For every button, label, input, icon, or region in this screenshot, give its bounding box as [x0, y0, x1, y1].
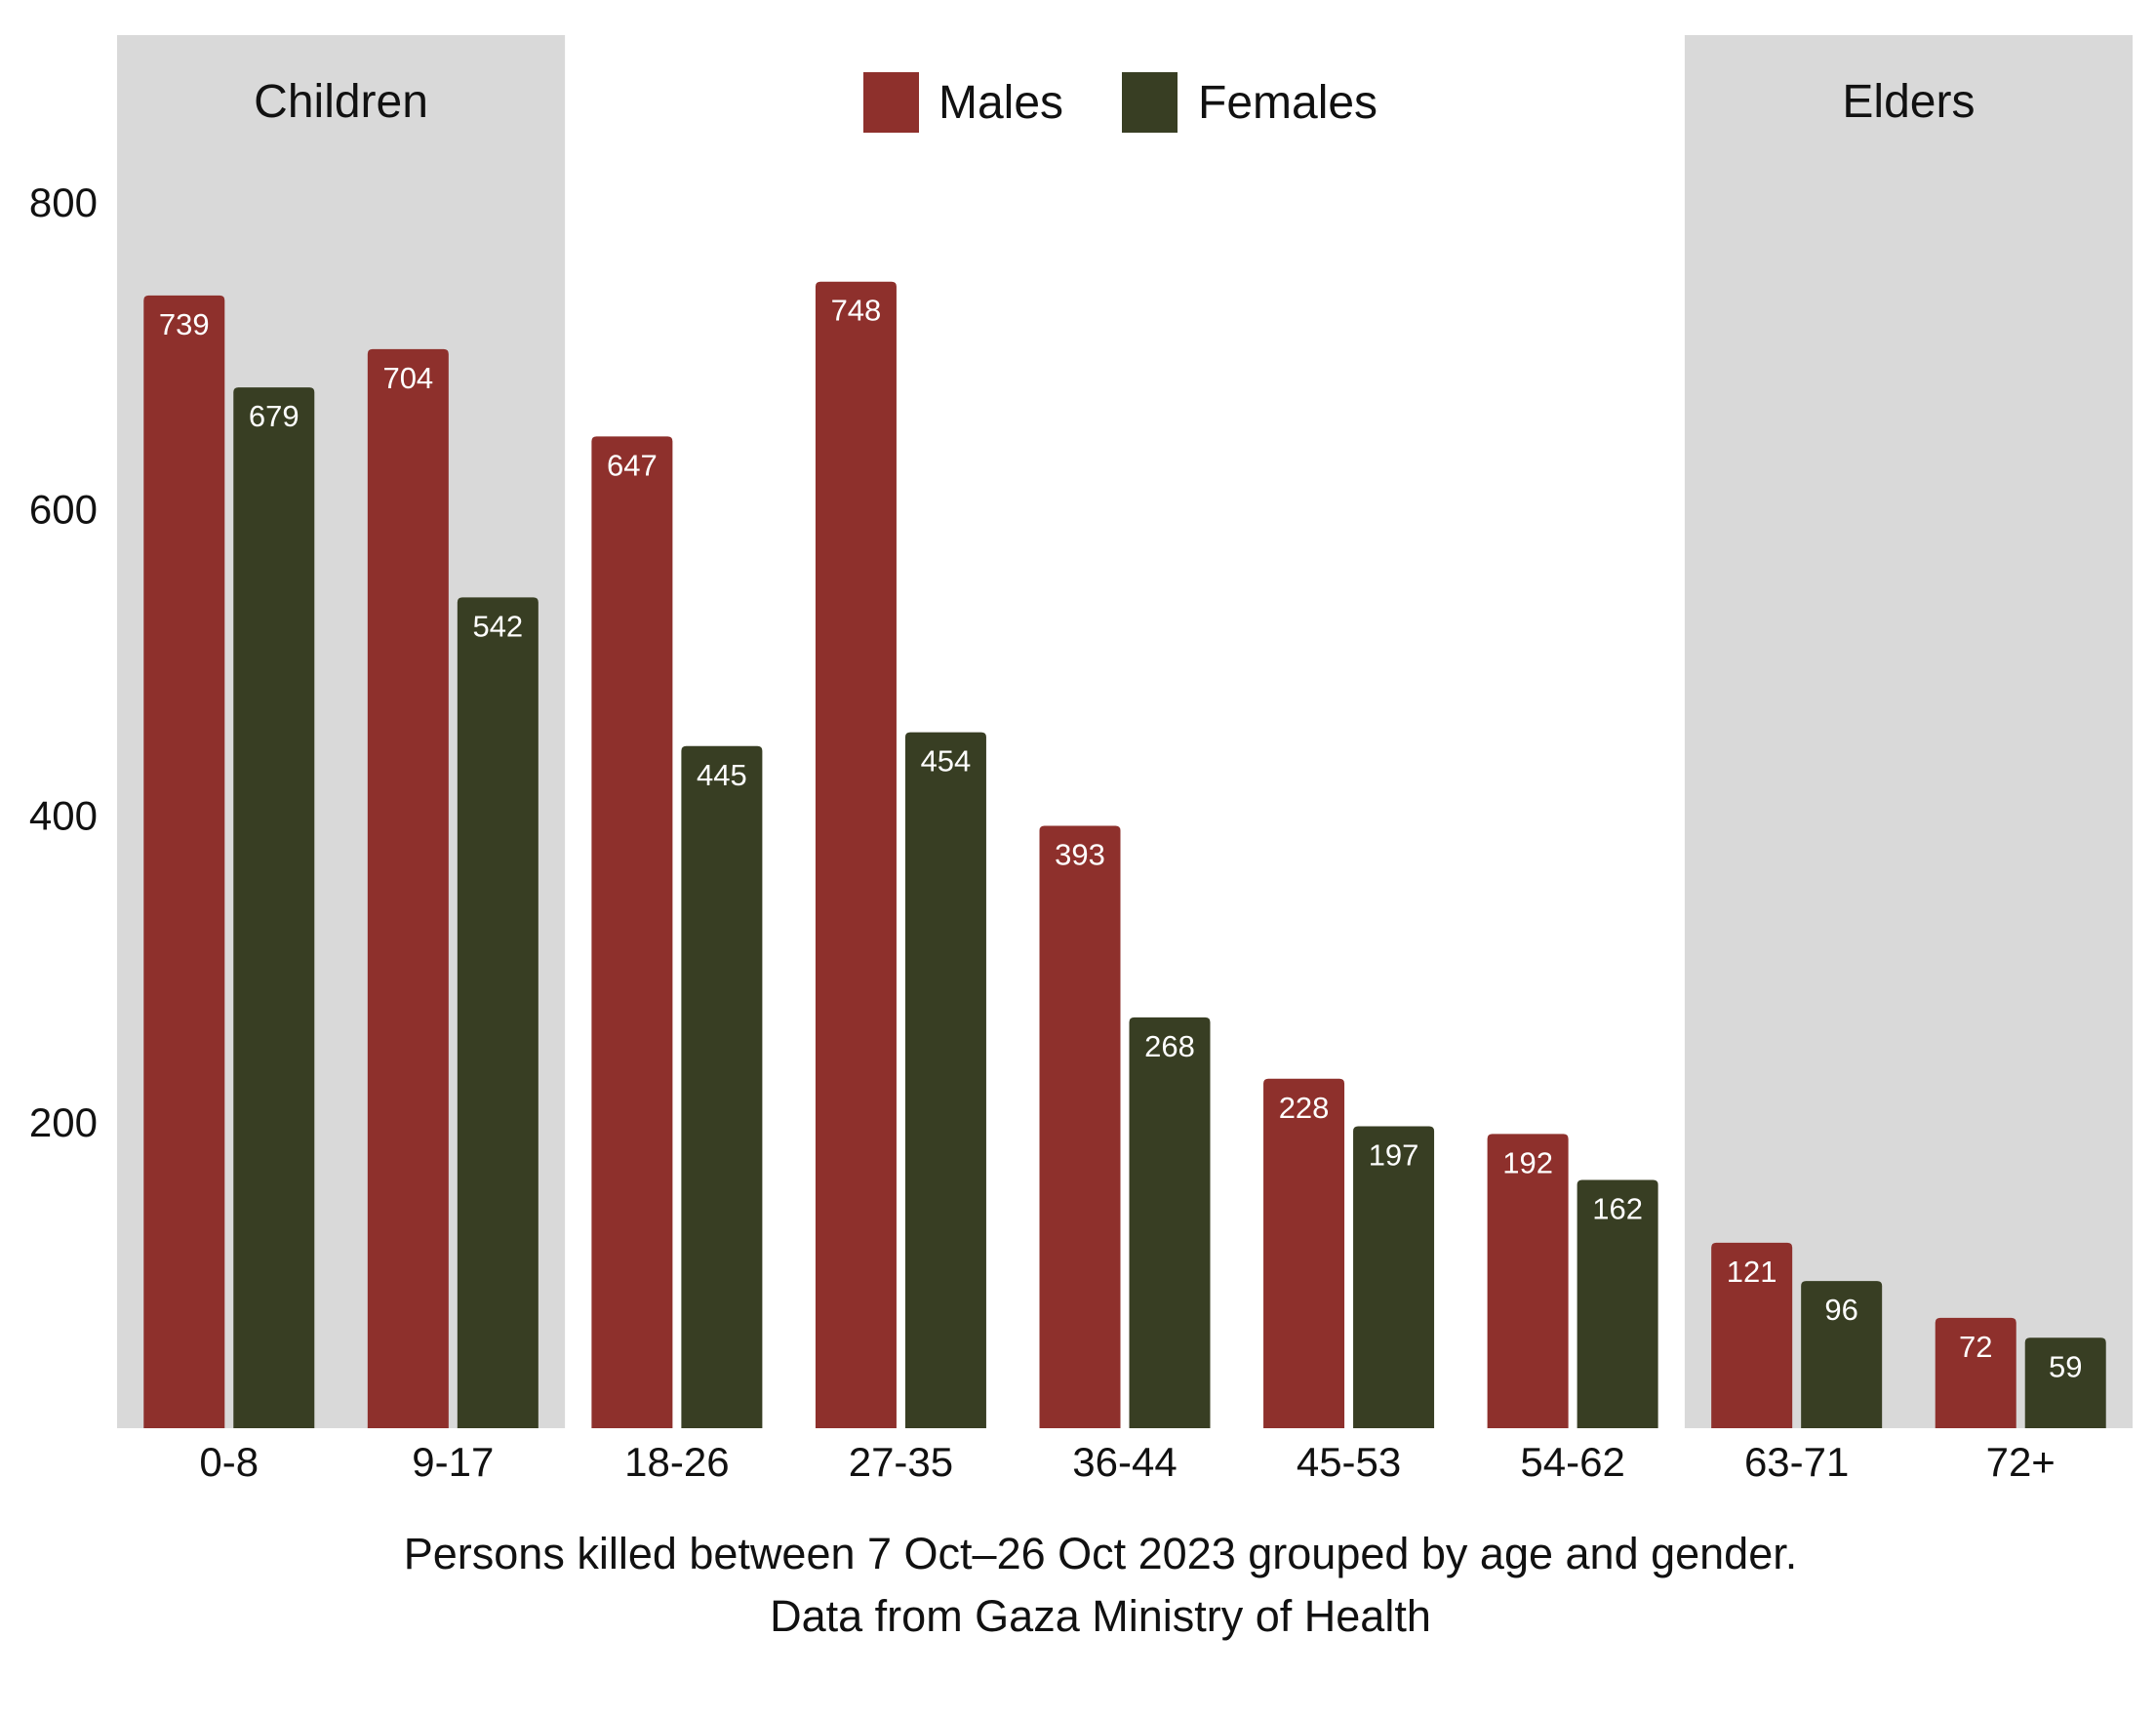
bar-females-9-17 — [457, 597, 539, 1428]
bar-females-72 — [2024, 1337, 2106, 1428]
bar-males-36-44 — [1039, 825, 1121, 1428]
bars-layer: 739 679 704 542 647 445 748 454 393 268 228 197 192 1… — [143, 281, 2106, 1429]
band-elders — [1684, 35, 2133, 1428]
x-tick-label-27-35: 27-35 — [849, 1439, 953, 1485]
legend-swatch-males — [863, 72, 919, 133]
axis-layer: 0-8 9-17 18-26 27-35 36-44 45-53 54-62 63-71 72+… — [29, 180, 2056, 1485]
value-label-males-18-26: 647 — [607, 448, 658, 482]
x-tick-label-0-8: 0-8 — [199, 1439, 259, 1485]
bar-females-54-62 — [1577, 1179, 1658, 1428]
y-tick-label-200: 200 — [29, 1099, 98, 1145]
bar-males-54-62 — [1487, 1134, 1569, 1428]
value-label-females-72: 59 — [2049, 1349, 2082, 1383]
legend-swatch-females — [1122, 72, 1178, 133]
band-label-elders: Elders — [1842, 76, 1975, 128]
x-tick-label-9-17: 9-17 — [412, 1439, 494, 1485]
caption-line-1: Persons killed between 7 Oct–26 Oct 2023… — [404, 1529, 1798, 1578]
bar-males-45-53 — [1263, 1078, 1345, 1428]
value-label-females-9-17: 542 — [472, 609, 523, 643]
caption: Persons killed between 7 Oct–26 Oct 2023… — [404, 1529, 1798, 1641]
value-label-males-63-71: 121 — [1727, 1255, 1777, 1289]
x-tick-label-36-44: 36-44 — [1072, 1439, 1177, 1485]
value-label-females-18-26: 445 — [697, 758, 747, 792]
bar-females-45-53 — [1353, 1126, 1435, 1428]
bar-females-0-8 — [233, 387, 315, 1429]
value-label-females-0-8: 679 — [249, 399, 299, 433]
value-label-males-54-62: 192 — [1502, 1145, 1553, 1179]
bar-females-18-26 — [681, 745, 763, 1428]
y-tick-label-400: 400 — [29, 793, 98, 839]
x-tick-label-54-62: 54-62 — [1520, 1439, 1624, 1485]
x-tick-label-18-26: 18-26 — [624, 1439, 729, 1485]
value-label-females-45-53: 197 — [1369, 1137, 1419, 1172]
bar-females-36-44 — [1129, 1017, 1211, 1428]
value-label-males-45-53: 228 — [1279, 1091, 1330, 1125]
value-label-males-9-17: 704 — [382, 361, 433, 395]
band-label-children: Children — [254, 76, 428, 128]
legend: Males Females — [863, 72, 1377, 133]
value-label-females-63-71: 96 — [1824, 1293, 1857, 1327]
bar-males-63-71 — [1711, 1242, 1793, 1428]
x-tick-label-63-71: 63-71 — [1744, 1439, 1849, 1485]
bar-males-27-35 — [815, 281, 897, 1429]
bar-females-63-71 — [1801, 1281, 1883, 1428]
value-label-females-36-44: 268 — [1144, 1029, 1195, 1063]
x-tick-label-45-53: 45-53 — [1297, 1439, 1401, 1485]
bar-males-0-8 — [143, 295, 225, 1429]
bar-males-18-26 — [591, 436, 673, 1428]
caption-line-2: Data from Gaza Ministry of Health — [770, 1591, 1431, 1641]
value-label-females-27-35: 454 — [921, 744, 972, 778]
y-tick-label-600: 600 — [29, 486, 98, 532]
bar-females-27-35 — [904, 732, 986, 1428]
x-tick-label-72: 72+ — [1986, 1439, 2056, 1485]
legend-label-males: Males — [938, 77, 1063, 129]
value-label-females-54-62: 162 — [1592, 1191, 1643, 1225]
bar-males-9-17 — [367, 348, 449, 1429]
bar-males-72 — [1935, 1317, 2016, 1428]
y-tick-label-800: 800 — [29, 180, 98, 225]
value-label-males-36-44: 393 — [1055, 837, 1105, 871]
value-label-males-27-35: 748 — [831, 294, 882, 328]
legend-label-females: Females — [1198, 77, 1377, 129]
value-label-males-72: 72 — [1959, 1330, 1992, 1364]
value-label-males-0-8: 739 — [159, 307, 210, 341]
